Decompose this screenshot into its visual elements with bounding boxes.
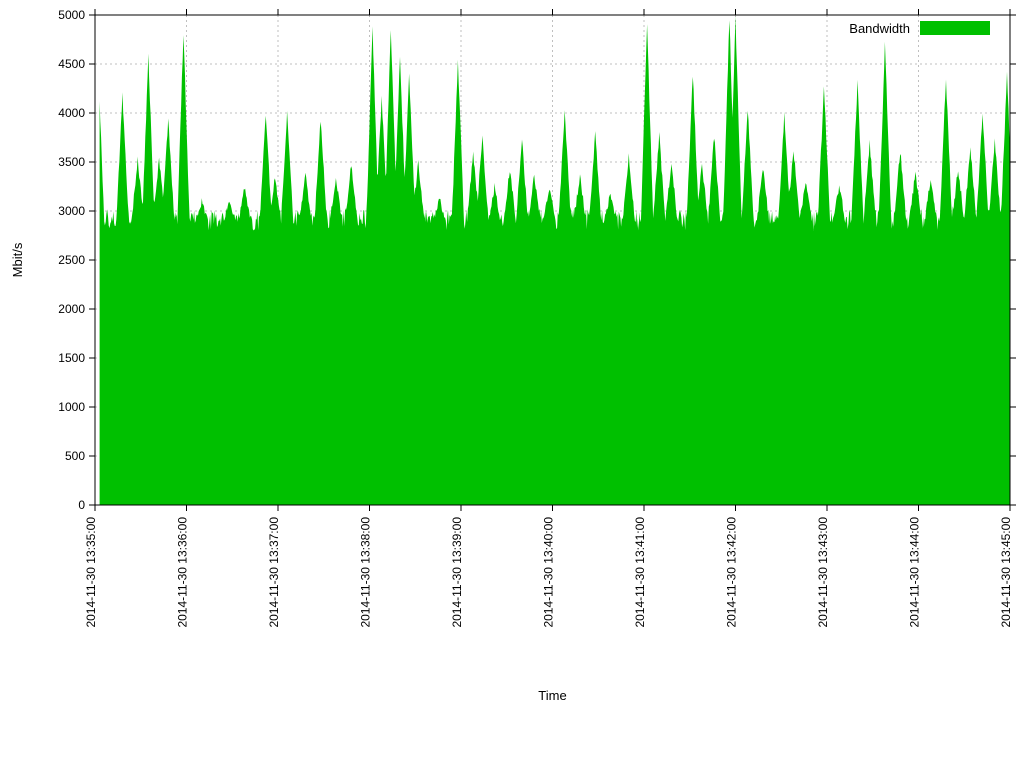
y-tick-label: 0	[78, 498, 85, 512]
y-tick-label: 500	[65, 449, 85, 463]
y-tick-label: 3500	[58, 155, 85, 169]
x-tick-label: 2014-11-30 13:45:00	[999, 517, 1013, 628]
y-axis-label: Mbit/s	[10, 242, 25, 277]
x-tick-label: 2014-11-30 13:42:00	[725, 517, 739, 628]
chart-svg: 0 500 1000 1500 2000 2500 3000 3500 4000 4500 5000…	[0, 0, 1024, 768]
x-tick-label: 2014-11-30 13:41:00	[633, 517, 647, 628]
legend-swatch	[920, 21, 990, 35]
x-tick-label: 2014-11-30 13:36:00	[176, 517, 190, 628]
y-tick-label: 1500	[58, 351, 85, 365]
y-tick-label: 1000	[58, 400, 85, 414]
x-tick-label: 2014-11-30 13:39:00	[450, 517, 464, 628]
y-tick-label: 4000	[58, 106, 85, 120]
x-tick-label: 2014-11-30 13:40:00	[542, 517, 556, 628]
x-tick-label: 2014-11-30 13:35:00	[84, 517, 98, 628]
x-axis-label: Time	[538, 688, 566, 703]
y-tick-label: 2000	[58, 302, 85, 316]
x-tick-label: 2014-11-30 13:38:00	[359, 517, 373, 628]
legend-label: Bandwidth	[849, 21, 910, 36]
bandwidth-chart: 0 500 1000 1500 2000 2500 3000 3500 4000 4500 5000…	[0, 0, 1024, 768]
y-tick-label: 2500	[58, 253, 85, 267]
y-tick-label: 5000	[58, 8, 85, 22]
y-tick-label: 3000	[58, 204, 85, 218]
x-tick-label: 2014-11-30 13:37:00	[267, 517, 281, 628]
x-tick-label: 2014-11-30 13:43:00	[816, 517, 830, 628]
y-tick-label: 4500	[58, 57, 85, 71]
x-tick-label: 2014-11-30 13:44:00	[908, 517, 922, 628]
